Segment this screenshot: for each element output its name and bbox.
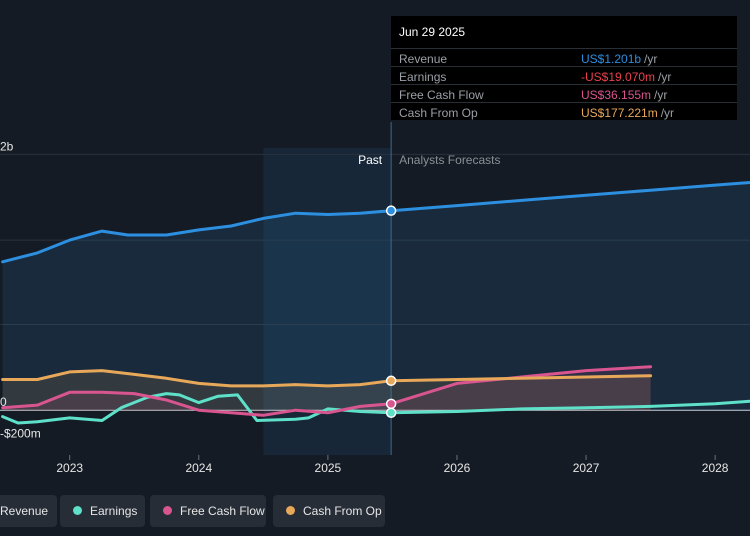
area-fills — [2, 182, 750, 416]
tooltip-label: Earnings — [399, 70, 447, 84]
x-tick-label: 2028 — [702, 461, 729, 475]
tooltip-row-earnings: Earnings -US$19.070m/yr — [391, 66, 737, 85]
legend-label: Cash From Op — [303, 504, 382, 518]
tooltip-value-number: -US$19.070m — [581, 70, 656, 84]
free-cash-flow-area — [2, 366, 651, 416]
legend-dot-icon — [163, 506, 172, 516]
x-tick-label: 2025 — [315, 461, 342, 475]
tooltip-value-number: US$177.221m — [581, 106, 658, 120]
legend-free-cash-flow[interactable]: Free Cash Flow — [150, 495, 266, 527]
past-label: Past — [358, 153, 383, 167]
legend-dot-icon — [73, 506, 82, 516]
y-tick-label: 0 — [0, 395, 7, 409]
legend-earnings[interactable]: Earnings — [60, 495, 145, 527]
legend-dot-icon — [286, 506, 295, 516]
tooltip-value: -US$19.070m/yr — [581, 70, 671, 84]
earnings-line-past — [1, 392, 393, 425]
x-tick-label: 2026 — [444, 461, 471, 475]
cash-from-op-line-forecast — [389, 374, 653, 383]
tooltip-row-revenue: Revenue US$1.201b/yr — [391, 48, 737, 67]
y-tick-label: -$200m — [0, 426, 41, 440]
x-tick-label: 2023 — [56, 461, 83, 475]
earnings-line-forecast — [389, 399, 750, 415]
tooltip-value: US$1.201b/yr — [581, 52, 657, 66]
legend-label: Revenue — [0, 504, 49, 518]
tooltip-date: Jun 29 2025 — [399, 25, 466, 39]
tooltip-value-unit: /yr — [658, 70, 672, 84]
tooltip-label: Revenue — [399, 52, 448, 66]
revenue-line-past — [1, 209, 393, 264]
tooltip-row-cash-from-op: Cash From Op US$177.221m/yr — [391, 102, 737, 121]
tooltip-value-unit: /yr — [654, 88, 668, 102]
tooltip-label: Free Cash Flow — [399, 88, 484, 102]
tooltip-value-unit: /yr — [644, 52, 658, 66]
tooltip-label: Cash From Op — [399, 106, 478, 120]
tooltip-value-unit: /yr — [660, 106, 675, 120]
x-tick-label: 2027 — [573, 461, 600, 475]
tooltip-value: US$177.221m/yr — [581, 106, 674, 120]
y-axis-ticks: 2b 0 -$200m — [0, 139, 41, 440]
y-tick-label: 2b — [0, 139, 14, 153]
legend-label: Earnings — [90, 504, 138, 518]
tooltip-value-number: US$1.201b — [581, 52, 642, 66]
tooltip-value-number: US$36.155m — [581, 88, 652, 102]
tooltip: Jun 29 2025 Revenue US$1.201b/yr Earnings -… — [391, 16, 737, 120]
free-cash-flow-line-past — [1, 390, 393, 417]
series-lines — [1, 181, 750, 425]
tooltip-row-free-cash-flow: Free Cash Flow US$36.155m/yr — [391, 84, 737, 103]
legend-cash-from-op[interactable]: Cash From Op — [273, 495, 385, 527]
free-cash-flow-marker — [385, 398, 397, 410]
earnings-marker — [385, 407, 397, 419]
legend-label: Free Cash Flow — [180, 504, 265, 518]
legend-revenue[interactable]: Revenue — [0, 495, 57, 527]
gridlines — [0, 153, 750, 411]
x-tick-label: 2024 — [185, 461, 212, 475]
revenue-line-forecast — [389, 181, 750, 213]
revenue-marker — [385, 205, 397, 216]
tooltip-value: US$36.155m/yr — [581, 88, 667, 102]
forecast-label: Analysts Forecasts — [399, 153, 500, 167]
revenue-area — [2, 182, 750, 411]
cash-from-op-marker — [385, 375, 397, 387]
hover-markers — [385, 205, 397, 419]
x-axis-ticks: 2023 2024 2025 2026 2027 2028 — [56, 455, 729, 475]
cash-from-op-line-past — [1, 369, 393, 388]
forecast-highlight-band — [263, 148, 392, 455]
